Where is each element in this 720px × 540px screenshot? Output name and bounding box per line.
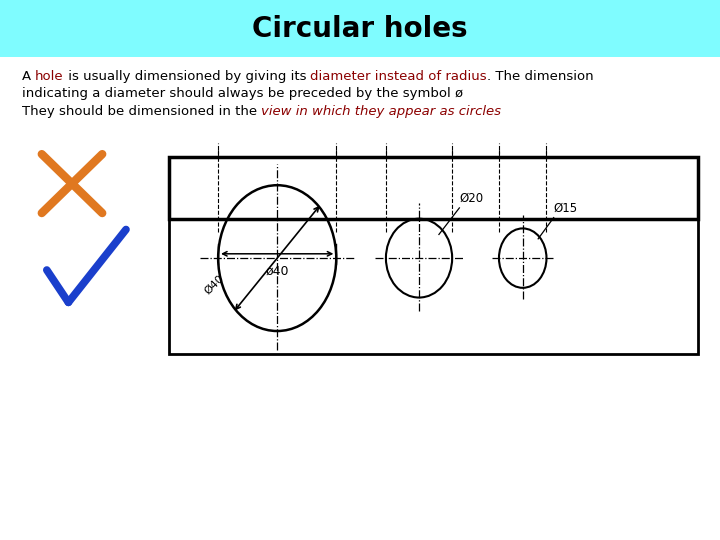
Bar — [169, 162, 698, 354]
Text: view in which they appear as circles: view in which they appear as circles — [261, 105, 501, 118]
Text: They should be dimensioned in the: They should be dimensioned in the — [22, 105, 261, 118]
Text: ø40: ø40 — [266, 265, 289, 278]
Bar — [0, 0, 720, 57]
Text: Ø15: Ø15 — [554, 202, 578, 215]
Text: Ø20: Ø20 — [459, 192, 484, 205]
Text: indicating a diameter should always be preceded by the symbol ø: indicating a diameter should always be p… — [22, 87, 463, 100]
Text: A: A — [22, 70, 35, 83]
Text: Ø40: Ø40 — [202, 273, 226, 296]
Bar — [169, 157, 698, 219]
Text: hole: hole — [35, 70, 63, 83]
Text: . The dimension: . The dimension — [487, 70, 593, 83]
Text: is usually dimensioned by giving its: is usually dimensioned by giving its — [63, 70, 310, 83]
Text: Circular holes: Circular holes — [252, 15, 468, 43]
Text: diameter instead of radius: diameter instead of radius — [310, 70, 487, 83]
